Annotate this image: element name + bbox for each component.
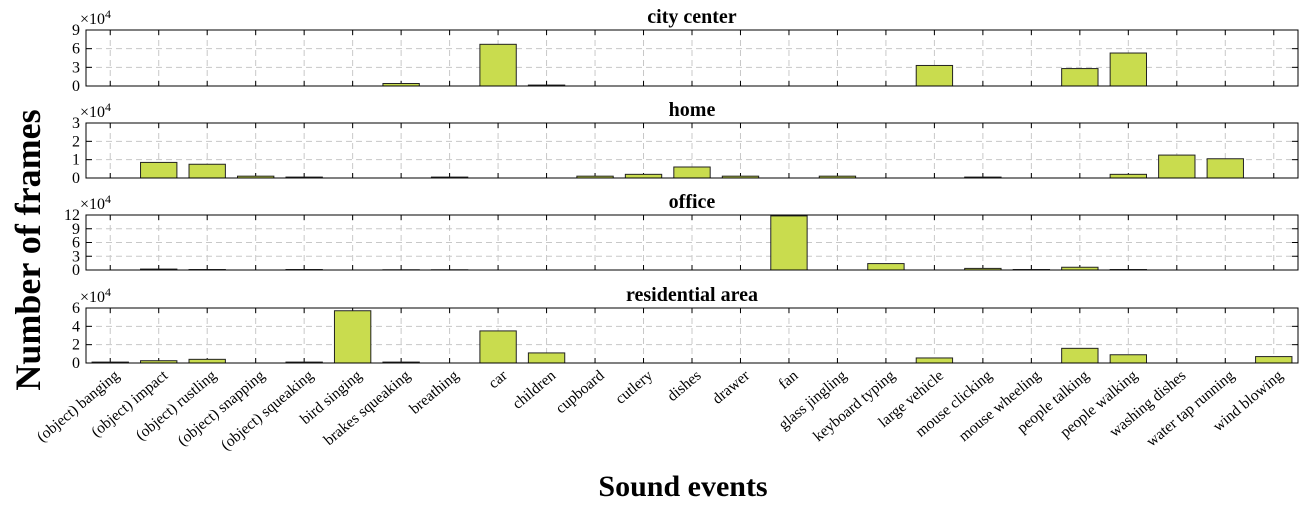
x-tick-label: keyboard typing	[810, 367, 899, 445]
bar	[1061, 347, 1099, 364]
y-tick-label: 12	[64, 207, 80, 224]
bar	[1255, 356, 1293, 364]
y-tick-label: 3	[72, 248, 80, 265]
x-tick-label: fan	[775, 367, 801, 393]
x-tick-label: car	[485, 367, 511, 393]
panel-title: residential area	[626, 284, 758, 306]
bar	[188, 163, 226, 179]
bar	[867, 263, 905, 271]
plot-frame	[85, 214, 1299, 271]
exponent-power: 4	[105, 100, 111, 114]
y-tick-label: 1	[72, 152, 80, 169]
y-tick-label: 9	[72, 22, 80, 39]
y-tick-label: 6	[72, 235, 80, 252]
bar	[1158, 154, 1196, 179]
bar	[479, 43, 517, 87]
bar	[770, 215, 808, 271]
y-tick-label: 3	[72, 115, 80, 132]
bar	[188, 358, 226, 364]
y-tick-label: 0	[72, 78, 80, 95]
y-tick-label: 3	[72, 59, 80, 76]
x-tick-label: dishes	[664, 367, 705, 405]
x-tick-label: drawer	[709, 367, 754, 408]
bar	[333, 310, 372, 364]
y-tick-label: 6	[72, 41, 80, 58]
y-tick-label: 6	[72, 300, 80, 317]
y-tick-label: 4	[72, 318, 80, 335]
panel-title: office	[669, 191, 716, 213]
bar	[140, 161, 178, 179]
x-tick-label: children	[509, 367, 559, 413]
bar	[479, 330, 517, 364]
chart-panels: city center×1040369home×1040123office×10…	[34, 6, 1299, 454]
x-tick-label: cutlery	[612, 367, 656, 408]
bar	[1109, 52, 1148, 87]
y-tick-label: 9	[72, 221, 80, 238]
x-tick-label: breathing	[406, 367, 462, 418]
x-tick-label: mouse wheeling	[956, 367, 1045, 445]
panel-0: city center ×104 0 36 9	[72, 6, 1299, 95]
exponent-label: ×104	[80, 285, 111, 306]
panel-title: city center	[647, 6, 737, 28]
bar	[915, 357, 954, 364]
bar	[673, 166, 711, 179]
x-axis-label: Sound events	[598, 470, 767, 503]
plot-frame	[85, 122, 1299, 179]
y-tick-label: 2	[72, 133, 80, 150]
panel-1: home ×104 01 23	[72, 99, 1299, 187]
panel-title: home	[669, 99, 716, 121]
exponent-label: ×104	[80, 7, 111, 28]
x-tick-label: water tap running	[1143, 367, 1238, 450]
plot-frame	[85, 29, 1299, 87]
bar	[1109, 173, 1148, 179]
exponent-power: 4	[105, 7, 111, 21]
y-tick-label: 0	[72, 262, 80, 279]
bar	[1109, 354, 1148, 364]
x-tick-label: cupboard	[553, 367, 608, 417]
bar	[1061, 68, 1099, 87]
bar	[1206, 158, 1244, 179]
bar	[915, 64, 954, 87]
x-tick-label: brakes squeaking	[321, 367, 414, 449]
plot-frame	[85, 307, 1299, 364]
bar	[527, 352, 566, 364]
exponent-label: ×104	[80, 192, 111, 213]
y-tick-label: 0	[72, 170, 80, 187]
y-tick-label: 2	[72, 337, 80, 354]
y-axis-label: Number of frames	[8, 109, 48, 390]
exponent-power: 4	[105, 285, 111, 299]
y-tick-label: 0	[72, 355, 80, 372]
bar	[624, 173, 663, 179]
exponent-label: ×104	[80, 100, 111, 121]
exponent-power: 4	[105, 192, 111, 206]
